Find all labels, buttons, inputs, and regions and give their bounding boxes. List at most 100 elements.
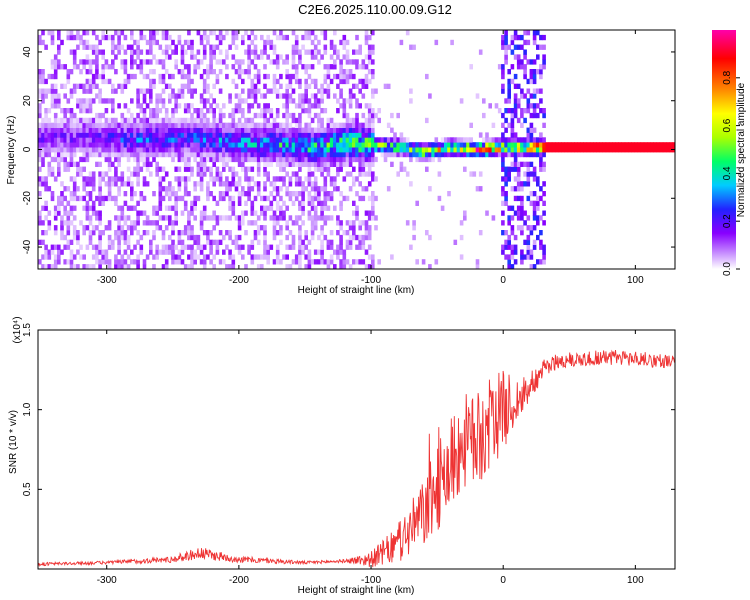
heatmap-cell bbox=[241, 156, 245, 163]
heatmap-cell bbox=[475, 93, 480, 99]
heatmap-cell bbox=[66, 122, 71, 128]
heatmap-cell bbox=[155, 254, 159, 260]
heatmap-cell bbox=[475, 147, 480, 153]
heatmap-cell bbox=[237, 156, 242, 163]
heatmap-cell bbox=[367, 122, 372, 128]
heatmap-cell bbox=[507, 205, 511, 211]
heatmap-cell bbox=[542, 151, 546, 158]
heatmap-cell bbox=[234, 93, 239, 99]
heatmap-cell bbox=[202, 30, 207, 36]
heatmap-cell bbox=[180, 83, 185, 89]
heatmap-cell bbox=[291, 234, 296, 241]
heatmap-cell bbox=[171, 39, 175, 46]
heatmap-cell bbox=[82, 127, 86, 133]
heatmap-cell bbox=[504, 44, 508, 50]
heatmap-cell bbox=[199, 225, 204, 231]
heatmap-cell bbox=[510, 49, 515, 55]
heatmap-cell bbox=[434, 142, 439, 148]
heatmap-cell bbox=[294, 220, 299, 226]
heatmap-cell bbox=[266, 122, 270, 128]
y-tick-label: -20 bbox=[22, 191, 33, 206]
heatmap-cell bbox=[361, 93, 366, 99]
heatmap-cell bbox=[260, 137, 264, 143]
heatmap-cell bbox=[501, 83, 505, 89]
heatmap-cell bbox=[38, 137, 42, 143]
heatmap-cell bbox=[333, 176, 337, 182]
heatmap-cell bbox=[323, 205, 328, 211]
heatmap-cell bbox=[95, 34, 99, 41]
heatmap-cell bbox=[415, 200, 419, 206]
heatmap-cell bbox=[510, 122, 515, 128]
heatmap-cell bbox=[47, 264, 52, 269]
heatmap-cell bbox=[501, 142, 505, 148]
heatmap-cell bbox=[523, 210, 527, 216]
heatmap-cell bbox=[250, 30, 255, 36]
heatmap-cell bbox=[158, 73, 163, 80]
heatmap-cell bbox=[298, 59, 302, 65]
heatmap-cell bbox=[50, 83, 55, 89]
heatmap-cell bbox=[326, 156, 331, 163]
heatmap-cell bbox=[190, 151, 194, 158]
heatmap-cell bbox=[463, 210, 467, 216]
heatmap-cell bbox=[526, 98, 531, 104]
heatmap-cell bbox=[161, 64, 166, 70]
heatmap-cell bbox=[98, 200, 102, 206]
heatmap-cell bbox=[269, 112, 274, 119]
heatmap-cell bbox=[412, 151, 416, 158]
heatmap-cell bbox=[241, 254, 245, 260]
heatmap-cell bbox=[206, 122, 210, 128]
heatmap-cell bbox=[168, 181, 172, 187]
heatmap-cell bbox=[57, 34, 61, 41]
heatmap-cell bbox=[263, 39, 267, 46]
heatmap-cell bbox=[250, 186, 255, 192]
heatmap-cell bbox=[294, 78, 299, 85]
heatmap-cell bbox=[85, 205, 90, 211]
heatmap-cell bbox=[231, 171, 236, 177]
heatmap-cell bbox=[98, 39, 102, 46]
heatmap-cell bbox=[333, 73, 337, 80]
heatmap-cell bbox=[114, 156, 118, 163]
heatmap-cell bbox=[101, 49, 105, 55]
heatmap-cell bbox=[482, 98, 486, 104]
heatmap-cell bbox=[47, 220, 52, 226]
heatmap-cell bbox=[98, 112, 102, 119]
heatmap-cell bbox=[361, 147, 366, 153]
heatmap-cell bbox=[72, 122, 77, 128]
heatmap-cell bbox=[161, 215, 166, 221]
heatmap-cell bbox=[301, 127, 305, 133]
heatmap-cell bbox=[371, 161, 375, 167]
heatmap-cell bbox=[202, 264, 207, 269]
heatmap-cell bbox=[47, 88, 52, 94]
heatmap-cell bbox=[298, 132, 302, 138]
heatmap-cell bbox=[117, 83, 121, 89]
heatmap-cell bbox=[256, 156, 261, 163]
heatmap-cell bbox=[164, 49, 169, 55]
heatmap-cell bbox=[323, 220, 328, 226]
heatmap-cell bbox=[304, 64, 308, 70]
heatmap-cell bbox=[263, 142, 267, 148]
heatmap-cell bbox=[364, 127, 369, 133]
heatmap-cell bbox=[241, 244, 245, 250]
heatmap-cell bbox=[313, 259, 318, 265]
heatmap-cell bbox=[348, 142, 353, 148]
heatmap-cell bbox=[310, 195, 315, 202]
heatmap-cell bbox=[57, 64, 61, 70]
heatmap-cell bbox=[196, 142, 201, 148]
heatmap-cell bbox=[510, 39, 515, 46]
heatmap-cell bbox=[279, 166, 283, 172]
heatmap-cell bbox=[225, 191, 229, 197]
heatmap-cell bbox=[231, 205, 236, 211]
heatmap-cell bbox=[313, 112, 318, 119]
heatmap-cell bbox=[149, 83, 153, 89]
heatmap-cell bbox=[507, 137, 511, 143]
heatmap-cell bbox=[111, 98, 115, 104]
heatmap-cell bbox=[88, 137, 93, 143]
heatmap-cell bbox=[53, 88, 58, 94]
heatmap-cell bbox=[634, 147, 638, 153]
heatmap-cell bbox=[561, 142, 565, 148]
heatmap-cell bbox=[107, 176, 112, 182]
heatmap-cell bbox=[158, 59, 163, 65]
heatmap-cell bbox=[117, 122, 121, 128]
heatmap-cell bbox=[256, 122, 261, 128]
heatmap-cell bbox=[358, 78, 362, 85]
